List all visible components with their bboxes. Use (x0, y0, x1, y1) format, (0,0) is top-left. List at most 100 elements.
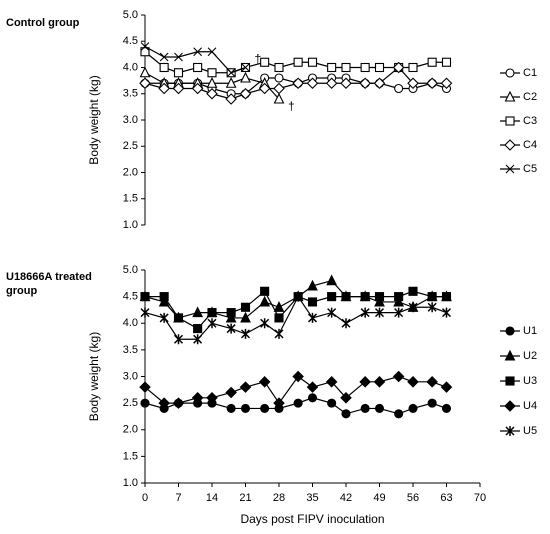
legend-label: C1 (523, 67, 537, 79)
annotation: † (255, 52, 262, 66)
marker (207, 47, 217, 57)
y-tick-label: 2.0 (123, 424, 138, 436)
marker (394, 307, 404, 318)
marker (259, 295, 271, 307)
marker (226, 68, 236, 78)
marker (240, 328, 251, 339)
y-tick-label: 5.0 (123, 264, 138, 276)
marker (427, 302, 437, 313)
marker (193, 62, 203, 73)
marker (327, 292, 337, 302)
y-tick-label: 4.5 (123, 35, 138, 47)
marker (373, 376, 386, 388)
marker (273, 82, 285, 95)
marker (293, 291, 303, 302)
marker (240, 403, 251, 414)
marker (260, 403, 270, 414)
marker (226, 323, 236, 334)
legend-label: C3 (523, 115, 537, 127)
marker (173, 334, 184, 345)
marker (225, 311, 237, 323)
marker (408, 302, 418, 313)
marker (374, 292, 385, 302)
y-tick-label: 2.5 (123, 140, 138, 152)
legend-label: U1 (523, 325, 537, 337)
x-tick-label: 0 (142, 492, 148, 504)
marker (140, 398, 150, 408)
legend-marker (504, 139, 516, 151)
marker (341, 292, 351, 302)
marker (173, 313, 184, 323)
y-tick-label: 5.0 (123, 9, 138, 21)
marker (440, 381, 453, 393)
marker (191, 392, 204, 404)
marker (193, 324, 203, 334)
series-line (144, 375, 447, 405)
x-tick-label: 70 (474, 492, 486, 504)
y-tick-label: 1.5 (123, 193, 138, 205)
marker (374, 403, 385, 414)
marker (139, 77, 151, 90)
marker (392, 61, 405, 74)
marker (191, 82, 204, 95)
marker (292, 77, 304, 90)
marker (172, 82, 185, 95)
marker (394, 83, 404, 94)
legend-marker (504, 349, 516, 361)
marker (140, 292, 150, 302)
marker (260, 57, 270, 67)
x-tick-label: 28 (273, 492, 285, 504)
marker (340, 77, 352, 90)
marker (207, 318, 217, 329)
marker (225, 93, 237, 105)
marker (427, 292, 437, 302)
annotation: † (288, 99, 295, 113)
marker (306, 381, 319, 393)
legend-marker (505, 376, 515, 386)
marker (158, 295, 170, 307)
marker (407, 376, 419, 388)
marker (293, 398, 303, 408)
marker (441, 307, 452, 318)
marker (273, 301, 285, 312)
legend-label: U3 (523, 375, 537, 387)
marker (427, 398, 437, 408)
marker (307, 57, 318, 67)
y-tick-label: 3.0 (123, 370, 138, 382)
x-tick-label: 14 (206, 492, 218, 504)
marker (407, 77, 419, 90)
marker (307, 393, 318, 403)
marker (325, 77, 338, 90)
marker (408, 62, 418, 73)
marker (441, 57, 452, 67)
marker (394, 409, 404, 419)
marker (327, 62, 337, 73)
marker (374, 295, 385, 307)
y-tick-label: 1.5 (123, 450, 138, 462)
legend-label: C4 (523, 139, 537, 151)
marker (393, 295, 405, 307)
marker (360, 307, 370, 318)
marker (307, 312, 318, 323)
marker (140, 307, 150, 318)
marker (192, 306, 204, 318)
marker (206, 77, 218, 88)
legend-label: U5 (523, 425, 537, 437)
marker (239, 381, 252, 393)
marker (173, 68, 184, 78)
marker (193, 47, 203, 57)
legend-label: U2 (523, 350, 537, 362)
marker (241, 63, 250, 72)
x-axis-label: Days post FIPV inoculation (240, 512, 384, 526)
marker (440, 77, 453, 90)
marker (240, 71, 251, 83)
marker (307, 297, 318, 307)
marker (359, 376, 371, 388)
marker (360, 62, 370, 73)
legend-label: C5 (523, 163, 537, 175)
legend-label: U4 (523, 400, 537, 412)
marker (206, 87, 218, 100)
marker (258, 82, 271, 95)
marker (273, 92, 285, 104)
marker (159, 62, 169, 73)
